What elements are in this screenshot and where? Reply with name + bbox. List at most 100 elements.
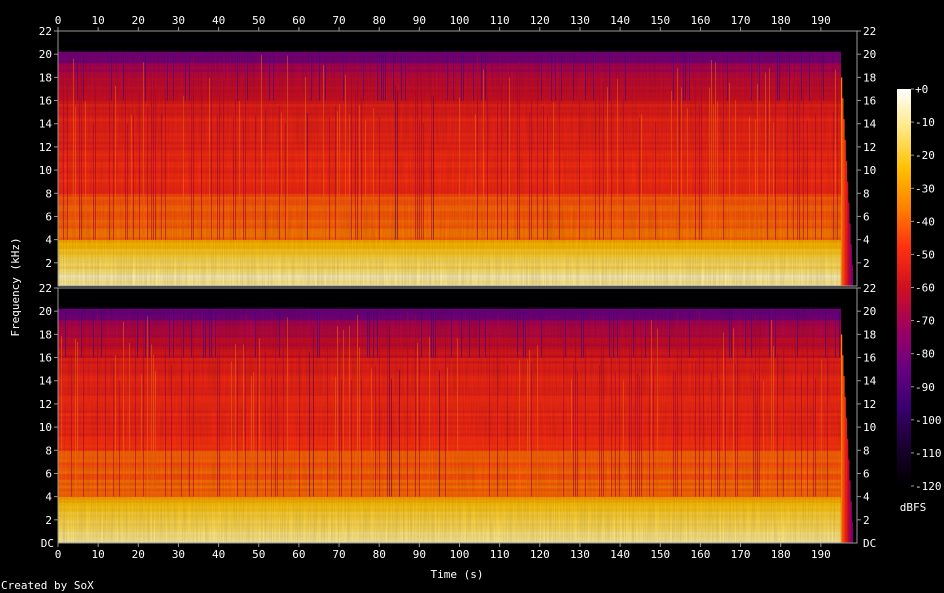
x-tick-label-top: 150 (650, 14, 670, 27)
y-tick-label: 12 (39, 398, 52, 411)
spectrogram-panels (58, 31, 857, 544)
y-tick-label-right: 8 (863, 444, 870, 457)
x-tick-label-top: 40 (212, 14, 225, 27)
x-tick-label-top: 90 (413, 14, 426, 27)
y-tick-label-right: 20 (863, 305, 876, 318)
y-tick-label-right: 18 (863, 71, 876, 84)
y-tick-label-right: 8 (863, 187, 870, 200)
colorbar-tick-label: -40 (915, 215, 935, 228)
x-tick-label: 140 (610, 548, 630, 561)
colorbar-tick-label: -100 (915, 414, 942, 427)
y-tick-label: 10 (39, 164, 52, 177)
x-tick-label-top: 30 (172, 14, 185, 27)
spectrogram-channel-2 (58, 288, 857, 544)
x-tick-label-top: 110 (490, 14, 510, 27)
x-tick-label-top: 190 (811, 14, 831, 27)
x-tick-label-top: 140 (610, 14, 630, 27)
footer-credit: Created by SoX (1, 579, 94, 592)
spectrogram-fadeout (840, 288, 857, 543)
y-tick-label: 16 (39, 95, 52, 108)
y-tick-label-right: 10 (863, 421, 876, 434)
y-tick-label: 14 (39, 375, 53, 388)
y-tick-label-right: 6 (863, 210, 870, 223)
y-tick-label-dc-right: DC (863, 537, 876, 550)
x-tick-label: 30 (172, 548, 185, 561)
x-tick-label-top: 120 (530, 14, 550, 27)
y-tick-label-right: 14 (863, 118, 877, 131)
colorbar-tick-label: -90 (915, 381, 935, 394)
colorbar-tick-label: -30 (915, 182, 935, 195)
x-tick-label: 60 (292, 548, 305, 561)
x-tick-label: 20 (132, 548, 145, 561)
plot-frame-1 (57, 30, 858, 287)
colorbar-tick-label: -80 (915, 348, 935, 361)
y-tick-label-right: 6 (863, 467, 870, 480)
y-tick-label-right: 12 (863, 141, 876, 154)
spectrogram-channel-1 (58, 31, 857, 287)
x-tick-label: 190 (811, 548, 831, 561)
x-tick-label-top: 100 (450, 14, 470, 27)
x-tick-label: 50 (252, 548, 265, 561)
y-tick-label: 22 (39, 282, 52, 295)
x-tick-label: 130 (570, 548, 590, 561)
colorbar-tick-label: -70 (915, 315, 935, 328)
y-tick-label: 20 (39, 48, 52, 61)
y-tick-label: 6 (45, 210, 52, 223)
y-tick-label-right: 10 (863, 164, 876, 177)
y-tick-label-right: 18 (863, 328, 876, 341)
y-tick-label-right: 16 (863, 352, 876, 365)
x-tick-label: 40 (212, 548, 225, 561)
y-axis-label: Frequency (kHz) (9, 237, 22, 336)
x-tick-label: 180 (771, 548, 791, 561)
y-tick-label-right: 22 (863, 282, 876, 295)
y-tick-label: 10 (39, 421, 52, 434)
y-tick-label: 18 (39, 328, 52, 341)
x-tick-label: 80 (373, 548, 386, 561)
y-tick-label: 8 (45, 444, 52, 457)
x-tick-label-top: 130 (570, 14, 590, 27)
y-tick-label: 4 (45, 234, 52, 247)
y-tick-label: 14 (39, 118, 53, 131)
x-tick-label: 150 (650, 548, 670, 561)
y-tick-label: 22 (39, 25, 52, 38)
x-tick-label: 120 (530, 548, 550, 561)
x-axis-label: Time (s) (431, 568, 484, 581)
y-tick-label-right: 22 (863, 25, 876, 38)
y-tick-label: 16 (39, 352, 52, 365)
y-tick-label-right: 20 (863, 48, 876, 61)
y-tick-label: 6 (45, 467, 52, 480)
plot-frame-2 (57, 287, 858, 544)
y-tick-label: 8 (45, 187, 52, 200)
x-tick-label: 110 (490, 548, 510, 561)
x-tick-label-top: 60 (292, 14, 305, 27)
y-tick-label: 20 (39, 305, 52, 318)
colorbar: +0 -10 -20 -30 -40 -50 -60 -70 -80 -90 -100 -110 -12… (897, 83, 942, 493)
colorbar-tick-label: -10 (915, 116, 935, 129)
x-tick-label-top: 80 (373, 14, 386, 27)
y-tick-label-right: 14 (863, 375, 877, 388)
colorbar-tick-label: -50 (915, 248, 935, 261)
x-tick-label-top: 180 (771, 14, 791, 27)
x-tick-label: 70 (332, 548, 345, 561)
x-tick-label-top: 160 (690, 14, 710, 27)
x-tick-label-top: 10 (92, 14, 105, 27)
x-tick-label-top: 50 (252, 14, 265, 27)
x-tick-label: 90 (413, 548, 426, 561)
colorbar-tick-label: -20 (915, 149, 935, 162)
colorbar-tick-label: -110 (915, 447, 942, 460)
y-tick-label-dc: DC (41, 537, 54, 550)
x-tick-label: 0 (55, 548, 62, 561)
colorbar-tick-label: -60 (915, 282, 935, 295)
y-tick-label: 4 (45, 491, 52, 504)
y-tick-label-right: 4 (863, 234, 870, 247)
x-tick-label: 160 (690, 548, 710, 561)
y-tick-label-right: 4 (863, 491, 870, 504)
colorbar-scale (897, 89, 911, 486)
x-tick-label-top: 70 (332, 14, 345, 27)
colorbar-tick-label: +0 (915, 83, 928, 96)
y-tick-label-right: 2 (863, 514, 870, 527)
x-tick-label: 10 (92, 548, 105, 561)
y-tick-label: 2 (45, 514, 52, 527)
